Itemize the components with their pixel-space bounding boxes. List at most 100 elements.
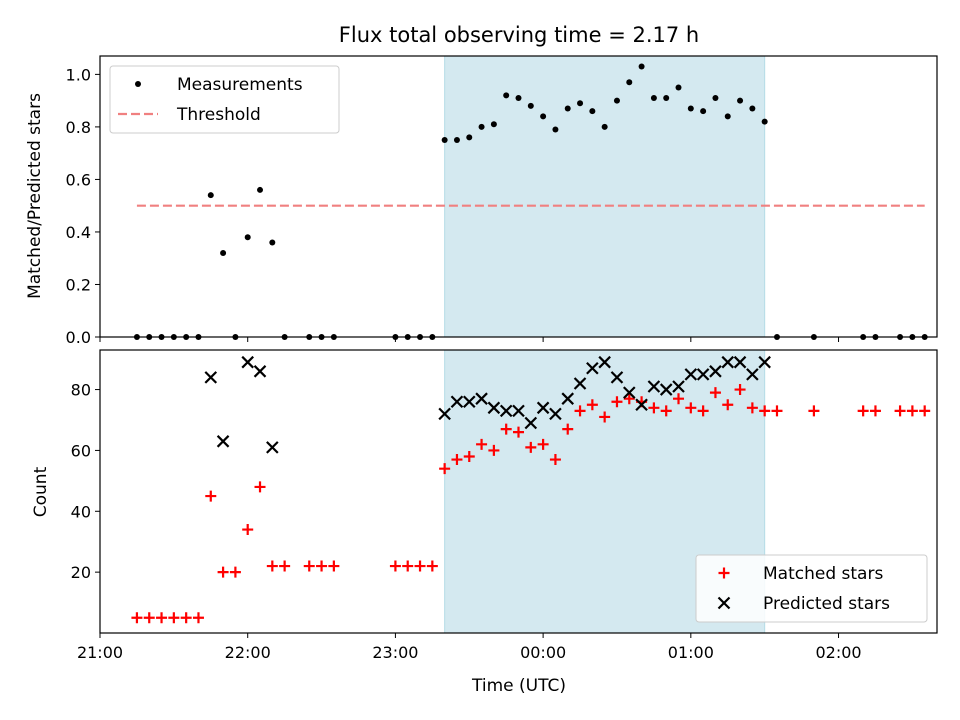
measurement-point (564, 105, 571, 112)
matched-star-point (168, 612, 180, 624)
matched-star-point (143, 612, 155, 624)
measurement-point (724, 113, 731, 120)
matched-star-point (660, 405, 672, 417)
matched-star-point (316, 560, 328, 572)
matched-star-point (426, 560, 438, 572)
predicted-star-point (549, 407, 562, 421)
legend: Matched stars Predicted stars (695, 554, 928, 623)
measurement-point (453, 137, 460, 144)
predicted-star-point (598, 355, 611, 369)
y-tick-label: 1.0 (66, 65, 91, 84)
predicted-star-point (241, 355, 254, 369)
measurement-point (589, 108, 596, 115)
measurement-point (601, 123, 608, 130)
measurement-point (552, 126, 559, 133)
legend-label: Predicted stars (763, 594, 890, 614)
matched-star-point (525, 441, 537, 453)
matched-star-point (451, 454, 463, 466)
predicted-star-point (586, 361, 599, 375)
observing-window-span (444, 55, 766, 338)
matched-star-point (414, 560, 426, 572)
matched-star-point (279, 560, 291, 572)
matched-star-point (906, 405, 918, 417)
top-panel: 0.0 0.2 0.4 0.6 0.8 1.0 Measurements Threshold (66, 55, 938, 347)
measurement-point (737, 97, 744, 104)
y-tick-label: 80 (71, 381, 91, 400)
predicted-star-point (758, 355, 771, 369)
x-tick-label: 21:00 (77, 643, 123, 662)
measurement-point (749, 105, 756, 112)
matched-star-point (488, 444, 500, 456)
legend-box (695, 554, 928, 623)
legend-label: Measurements (177, 75, 303, 95)
legend-marker (718, 567, 730, 579)
matched-star-point (242, 524, 254, 536)
measurement-point (257, 186, 264, 193)
matched-star-point (402, 560, 414, 572)
matched-star-point (611, 396, 623, 408)
matched-star-point (439, 463, 451, 475)
measurement-point (207, 192, 214, 199)
matched-star-point (919, 405, 931, 417)
x-tick-label: 01:00 (668, 643, 714, 662)
measurement-point (441, 137, 448, 144)
predicted-star-point (623, 386, 636, 399)
x-axis-label: Time (UTC) (471, 676, 566, 696)
measurement-point (626, 79, 633, 86)
predicted-star-point (536, 401, 550, 415)
predicted-star-point (635, 398, 648, 412)
matched-star-point (894, 405, 906, 417)
measurement-point (577, 100, 584, 107)
series-matched-stars (131, 384, 931, 624)
measurement-point (478, 123, 485, 130)
predicted-star-point (266, 441, 279, 454)
top-y-axis-label: Matched/Predicted stars (25, 93, 45, 299)
predicted-star-point (709, 365, 722, 378)
matched-star-point (869, 405, 881, 417)
matched-star-point (389, 560, 401, 572)
matched-star-point (759, 405, 771, 417)
matched-star-point (463, 451, 475, 463)
legend-box (109, 65, 340, 134)
matched-star-point (500, 423, 512, 435)
y-tick-label: 60 (71, 441, 91, 460)
measurement-point (687, 105, 694, 112)
predicted-star-point (499, 404, 513, 418)
matched-star-point (586, 399, 598, 411)
matched-star-point (513, 426, 524, 438)
predicted-star-point (746, 368, 759, 381)
matched-star-point (722, 399, 734, 411)
measurement-point (638, 63, 645, 70)
predicted-star-point (659, 383, 673, 396)
matched-star-point (328, 560, 340, 572)
legend-label: Matched stars (763, 564, 883, 584)
measurement-point (712, 95, 719, 102)
matched-star-point (156, 612, 168, 624)
measurement-point (761, 118, 768, 125)
predicted-star-point (512, 404, 525, 418)
legend-label: Threshold (176, 105, 261, 125)
y-tick-label: 0.8 (66, 118, 91, 137)
predicted-star-point (647, 380, 661, 393)
matched-star-point (217, 566, 229, 578)
matched-star-point (709, 387, 721, 399)
matched-star-point (685, 402, 697, 414)
predicted-star-point (561, 392, 575, 405)
x-tick-label: 23:00 (372, 643, 418, 662)
x-tick-label: 00:00 (520, 643, 566, 662)
x-tick-label: 22:00 (225, 643, 271, 662)
measurement-point (269, 239, 276, 246)
matched-star-point (254, 481, 266, 493)
matched-star-point (180, 612, 192, 624)
predicted-star-point (610, 371, 624, 384)
predicted-star-point (204, 371, 218, 384)
matched-star-point (476, 438, 488, 450)
y-tick-label: 0.6 (66, 170, 91, 189)
matched-star-point (673, 393, 685, 405)
matched-star-point (599, 411, 611, 423)
measurement-point (700, 108, 707, 115)
measurement-point (515, 95, 522, 102)
measurement-point (650, 95, 657, 102)
matched-star-point (229, 566, 241, 578)
